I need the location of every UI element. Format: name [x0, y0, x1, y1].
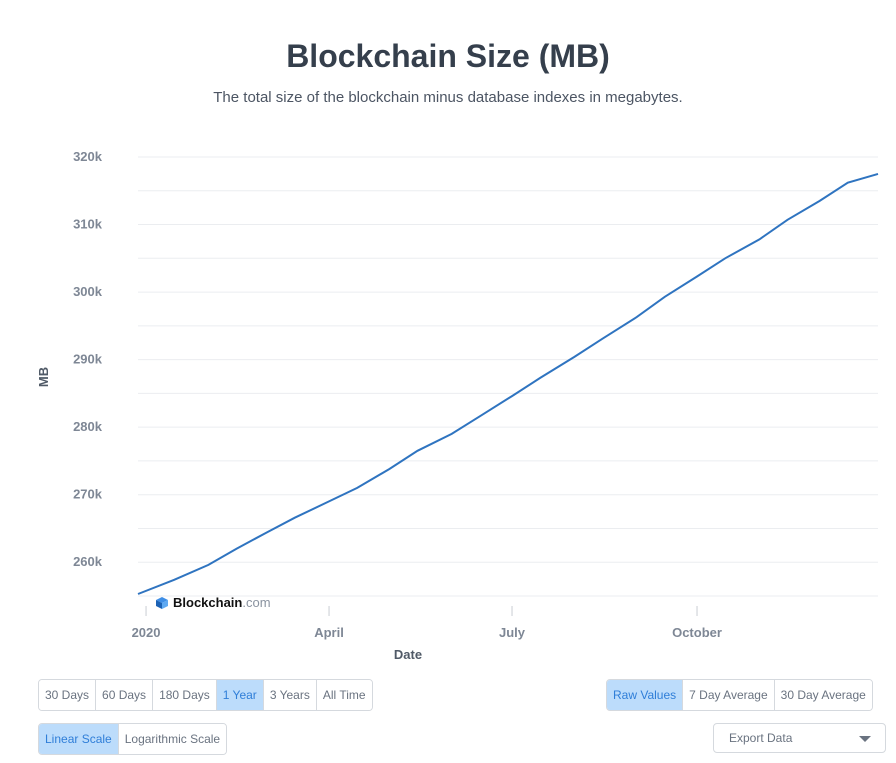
chevron-down-icon [859, 736, 871, 742]
export-data-label: Export Data [729, 731, 793, 745]
chart-subtitle: The total size of the blockchain minus d… [213, 89, 683, 106]
time-range-selector: 30 Days 60 Days 180 Days 1 Year 3 Years All T… [38, 679, 373, 711]
export-data-dropdown[interactable]: Export Data [713, 723, 886, 753]
y-axis-ticks: 260k 270k 280k 290k 300k 310k 320k [73, 149, 103, 569]
x-axis-ticks: 2020 April July October [132, 606, 722, 640]
time-range-button[interactable]: 3 Years [263, 680, 317, 710]
time-range-button[interactable]: 1 Year [216, 680, 264, 710]
x-tick-label: 2020 [132, 625, 161, 640]
watermark-suffix: .com [242, 595, 271, 610]
time-range-button[interactable]: All Time [316, 680, 372, 710]
value-mode-button[interactable]: Raw Values [607, 680, 684, 710]
y-tick-label: 310k [73, 217, 103, 232]
blockchain-cube-icon [156, 596, 168, 609]
time-range-button[interactable]: 60 Days [96, 680, 154, 710]
y-tick-label: 300k [73, 284, 103, 299]
scale-selector: Linear Scale Logarithmic Scale [38, 723, 228, 755]
value-mode-button[interactable]: 7 Day Average [683, 680, 775, 710]
value-mode-selector: Raw Values 7 Day Average 30 Day Average [606, 679, 873, 711]
scale-button[interactable]: Linear Scale [39, 724, 119, 754]
scale-button[interactable]: Logarithmic Scale [118, 724, 227, 754]
blockchain-watermark: Blockchain .com [155, 595, 271, 610]
watermark-brand: Blockchain [173, 595, 243, 610]
gridlines [138, 156, 878, 597]
x-axis-title: Date [394, 647, 422, 662]
x-tick-label: April [314, 625, 344, 640]
y-tick-label: 260k [73, 554, 103, 569]
time-range-button[interactable]: 180 Days [153, 680, 217, 710]
y-tick-label: 290k [73, 352, 103, 367]
y-tick-label: 270k [73, 487, 103, 502]
y-tick-label: 320k [73, 149, 103, 164]
y-tick-label: 280k [73, 419, 103, 434]
chart-plot: 260k 270k 280k 290k 300k 310k 320k 2020 April Ju… [36, 149, 879, 662]
series-line [137, 172, 879, 595]
time-range-button[interactable]: 30 Days [39, 680, 97, 710]
x-tick-label: October [672, 625, 722, 640]
chart-title: Blockchain Size (MB) [286, 38, 610, 74]
value-mode-button[interactable]: 30 Day Average [774, 680, 872, 710]
y-axis-title: MB [36, 367, 51, 387]
x-tick-label: July [499, 625, 526, 640]
